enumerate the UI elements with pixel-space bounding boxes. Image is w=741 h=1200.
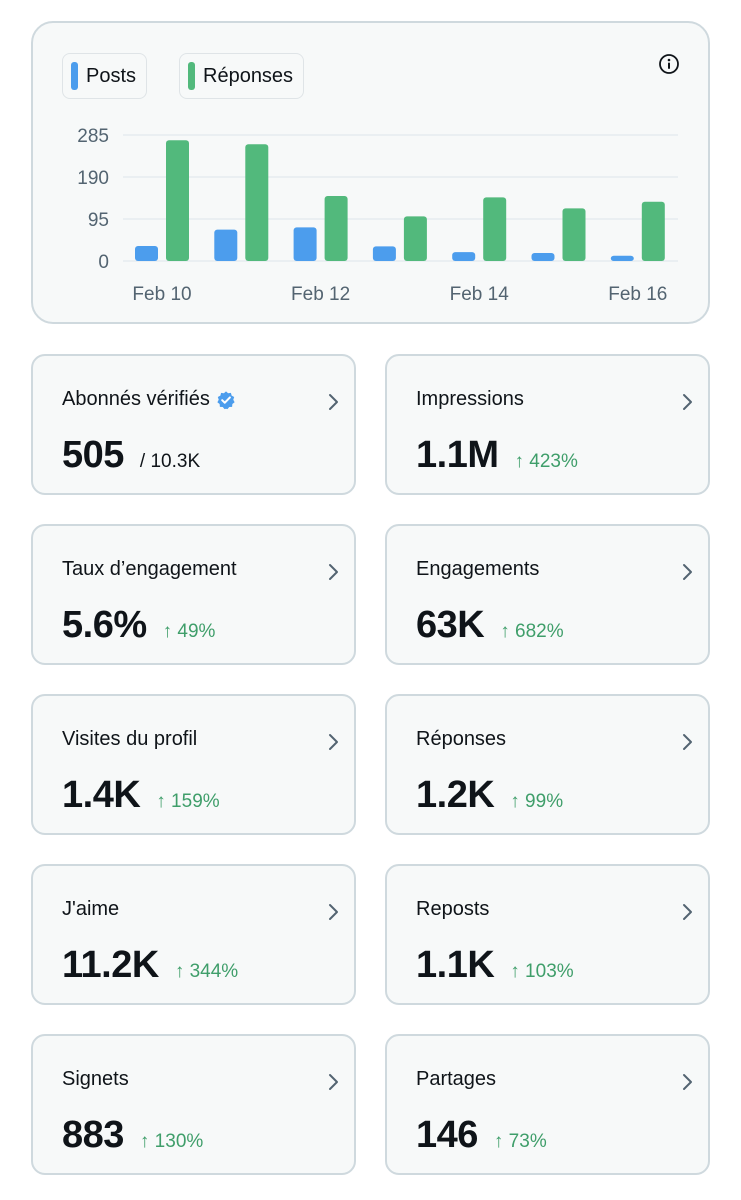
bar-posts [610, 255, 634, 261]
bar-replies [562, 208, 586, 261]
info-circle-icon[interactable] [658, 53, 680, 75]
stat-value-row: 11.2K ↑ 344% [62, 944, 238, 987]
stat-card-replies[interactable]: Réponses 1.2K ↑ 99% [385, 694, 710, 835]
bar-replies [324, 196, 348, 261]
stat-card-bookmarks[interactable]: Signets 883 ↑ 130% [31, 1034, 356, 1175]
stat-label: Réponses [416, 728, 507, 750]
stat-label: J'aime [62, 898, 120, 920]
stat-value-row: 146 ↑ 73% [416, 1114, 547, 1157]
stat-label: Abonnés vérifiés [62, 388, 236, 411]
stat-delta: ↑ 130% [139, 1131, 204, 1152]
y-tick-label: 190 [77, 168, 109, 189]
chevron-right-icon [683, 904, 692, 920]
x-tick-label: Feb 16 [608, 284, 667, 305]
stat-label-text: Abonnés vérifiés [62, 388, 210, 410]
chevron-right-icon [683, 394, 692, 410]
stat-value: 5.6% [62, 604, 147, 646]
stat-card-impressions[interactable]: Impressions 1.1M ↑ 423% [385, 354, 710, 495]
bar-chart: 285 190 95 0 Feb 10 Feb 12 Feb 14 Feb 16 [77, 126, 678, 305]
stat-card-likes[interactable]: J'aime 11.2K ↑ 344% [31, 864, 356, 1005]
bar-replies [403, 216, 427, 261]
stat-value: 1.2K [416, 774, 495, 816]
stat-delta: ↑ 99% [510, 791, 564, 812]
stat-card-profile-visits[interactable]: Visites du profil 1.4K ↑ 159% [31, 694, 356, 835]
stat-delta: ↑ 682% [500, 621, 564, 642]
legend-replies[interactable]: Réponses [179, 53, 305, 99]
chevron-right-icon [683, 564, 692, 580]
stat-delta: ↑ 159% [156, 791, 220, 812]
chevron-right-icon [329, 394, 338, 410]
stat-value-row: 883 ↑ 130% [62, 1114, 203, 1157]
y-tick-label: 285 [77, 126, 109, 147]
legend-replies-label: Réponses [203, 64, 294, 87]
stat-value: 1.4K [62, 774, 141, 816]
legend-posts[interactable]: Posts [62, 53, 148, 99]
stat-value: 883 [62, 1114, 124, 1156]
legend-posts-label: Posts [86, 64, 137, 87]
stat-label: Taux d’engagement [62, 558, 237, 580]
stat-value: 11.2K [62, 944, 159, 986]
stat-card-engagements[interactable]: Engagements 63K ↑ 682% [385, 524, 710, 665]
bar-posts [452, 252, 476, 261]
stat-value-row: 63K ↑ 682% [416, 604, 564, 647]
stat-value: 1.1K [416, 944, 495, 986]
stat-value: 63K [416, 604, 485, 646]
legend-posts-swatch [71, 62, 78, 90]
stat-card-engagement-rate[interactable]: Taux d’engagement 5.6% ↑ 49% [31, 524, 356, 665]
bar-replies [483, 197, 507, 261]
stat-value: 146 [416, 1114, 478, 1156]
x-tick-label: Feb 10 [132, 284, 191, 305]
stat-value-row: 1.1M ↑ 423% [416, 434, 578, 477]
stat-label: Impressions [416, 388, 524, 410]
stat-delta: ↑ 73% [493, 1131, 547, 1152]
chevron-right-icon [683, 734, 692, 750]
engagement-chart-card: Posts Réponses 285 190 95 0 Feb 10 Feb 12 Feb … [31, 21, 710, 324]
x-tick-label: Feb 12 [291, 284, 350, 305]
bar-replies [245, 144, 269, 261]
stat-label: Visites du profil [62, 728, 198, 750]
bar-posts [372, 246, 396, 261]
stat-card-reposts[interactable]: Reposts 1.1K ↑ 103% [385, 864, 710, 1005]
bar-posts [135, 245, 158, 261]
stat-label: Engagements [416, 558, 540, 580]
stat-total: / 10.3K [139, 451, 201, 472]
bar-posts [531, 253, 555, 261]
chevron-right-icon [329, 904, 338, 920]
stat-label: Partages [416, 1068, 497, 1090]
stat-value-row: 1.2K ↑ 99% [416, 774, 563, 817]
y-tick-label: 95 [88, 210, 109, 231]
bar-posts [214, 229, 238, 261]
stat-label: Signets [62, 1068, 129, 1090]
stat-value: 1.1M [416, 434, 499, 476]
x-tick-label: Feb 14 [450, 284, 510, 305]
stat-delta: ↑ 423% [514, 451, 578, 472]
stat-card-verified-followers[interactable]: Abonnés vérifiés 505 / 10.3K [31, 354, 356, 495]
verified-badge-icon [217, 390, 235, 409]
stat-value-row: 1.4K ↑ 159% [62, 774, 220, 817]
chevron-right-icon [329, 564, 338, 580]
bar-posts [293, 227, 317, 261]
legend-replies-swatch [188, 62, 195, 90]
chevron-right-icon [329, 734, 338, 750]
stat-card-shares[interactable]: Partages 146 ↑ 73% [385, 1034, 710, 1175]
stat-delta: ↑ 49% [162, 621, 216, 642]
stat-value: 505 [62, 434, 124, 476]
chevron-right-icon [329, 1074, 338, 1090]
stat-delta: ↑ 344% [174, 961, 239, 982]
stat-value-row: 5.6% ↑ 49% [62, 604, 215, 647]
stat-value-row: 1.1K ↑ 103% [416, 944, 574, 987]
stat-value-row: 505 / 10.3K [62, 434, 200, 477]
bar-replies [166, 140, 189, 261]
chevron-right-icon [683, 1074, 692, 1090]
stat-label: Reposts [416, 898, 490, 920]
stat-delta: ↑ 103% [510, 961, 574, 982]
y-tick-label: 0 [98, 252, 109, 273]
bar-replies [641, 201, 665, 261]
